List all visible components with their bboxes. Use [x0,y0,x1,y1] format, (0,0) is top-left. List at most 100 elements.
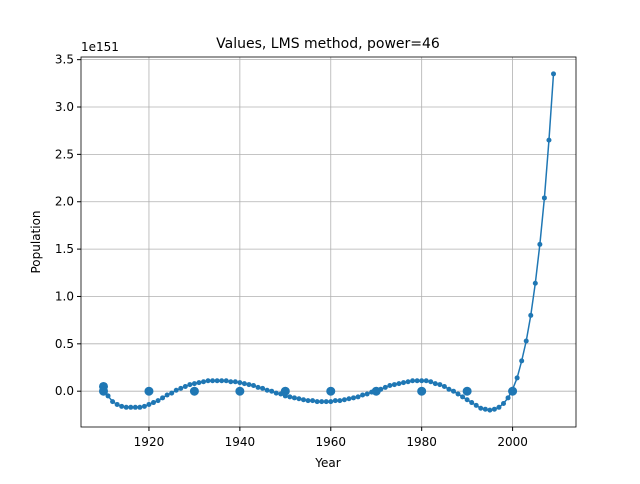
line-marker [132,404,138,410]
y-tick-label: 0.5 [55,337,74,351]
y-tick-label: 2.5 [55,147,74,161]
line-marker [478,405,484,411]
y-tick-label: 1.0 [55,289,74,303]
line-marker [205,378,211,384]
line-marker [437,382,443,388]
line-marker [264,387,270,393]
line-marker [382,384,388,390]
line-marker [169,390,175,396]
y-offset-label: 1e151 [81,40,119,54]
y-tick-label: 2.0 [55,195,74,209]
line-marker [423,378,429,384]
scatter-point [462,386,472,396]
line-marker [455,391,461,397]
line-marker [201,379,206,385]
line-marker [460,394,466,400]
line-marker [496,404,502,410]
line-marker [337,398,343,404]
y-tick-label: 3.5 [55,53,74,67]
x-axis-label: Year [314,456,340,470]
line-marker [251,383,256,389]
line-marker [532,280,538,286]
line-marker [387,383,393,389]
line-marker [446,386,452,392]
line-marker [537,241,543,247]
line-marker [160,395,166,401]
line-marker [141,403,147,409]
scatter-point [417,386,427,396]
line-marker [269,388,275,394]
line-marker [123,404,129,410]
x-tick-label: 2000 [497,435,528,449]
y-tick-label: 0.0 [55,384,74,398]
line-marker [360,392,366,398]
line-marker [128,404,134,410]
line-marker [110,399,116,405]
line-marker [328,399,334,405]
line-marker [519,358,525,364]
scatter-point [144,386,154,396]
line-marker [210,378,216,384]
line-marker [232,379,238,385]
line-marker [228,379,234,385]
line-marker [182,383,188,389]
line-marker [428,379,434,385]
y-tick-label: 3.0 [55,100,74,114]
line-marker [305,398,311,404]
line-marker [341,397,347,403]
line-marker [432,381,438,387]
line-marker [351,395,356,401]
line-marker [137,404,143,410]
line-marker [237,380,243,386]
line-marker [469,400,475,406]
line-marker [482,406,488,412]
line-marker [546,137,552,143]
x-tick-label: 1960 [315,435,346,449]
line-marker [505,395,511,401]
line-marker [355,394,361,400]
line-marker [173,387,179,393]
line-marker [514,375,520,381]
line-marker [405,379,411,385]
line-marker [178,385,184,391]
line-marker [196,380,202,386]
y-axis-label: Population [29,210,43,273]
scatter-point [371,386,381,396]
line-marker [332,398,338,404]
line-marker [151,400,156,406]
line-marker [501,401,506,407]
line-marker [541,195,547,201]
line-marker [314,399,320,405]
scatter-point [235,386,245,396]
line-marker [310,398,316,404]
line-marker [146,401,152,407]
line-marker [114,401,120,407]
line-marker [164,392,170,398]
line-marker [187,382,193,388]
line-marker [487,407,493,413]
line-marker [301,397,306,403]
scatter-point [99,386,108,396]
line-marker [291,395,297,401]
line-marker [473,402,479,408]
line-marker [214,378,220,384]
line-marker [528,312,534,318]
line-marker [241,381,247,387]
line-marker [223,378,229,384]
line-marker [401,380,406,386]
scatter-point [280,386,290,396]
plot-frame [80,56,577,428]
x-tick-label: 1940 [225,435,256,449]
line-marker [246,382,252,388]
line-marker [364,391,370,397]
line-marker [191,381,197,387]
line-marker [273,390,279,396]
line-marker [464,397,470,403]
line-marker [346,396,352,402]
line-marker [323,399,329,405]
line-marker [287,394,293,400]
line-marker [491,406,497,412]
line-marker [419,378,425,384]
